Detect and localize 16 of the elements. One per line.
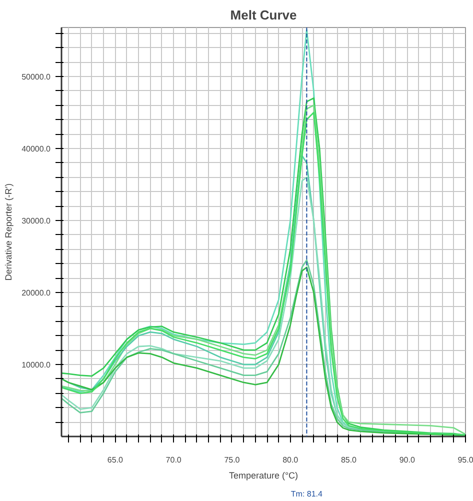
chart-title: Melt Curve (230, 8, 297, 22)
x-axis-title: Temperature (°C) (228, 470, 298, 480)
x-tick-label: 95.0 (458, 456, 473, 464)
y-tick-label: 30000.0 (22, 216, 52, 226)
x-tick-label: 75.0 (224, 456, 240, 464)
x-tick-label: 80.0 (282, 456, 299, 464)
y-tick-label: 10000.0 (22, 360, 52, 370)
x-tick-label: 65.0 (107, 456, 124, 464)
ref-line-label: Tm: 81.4 (290, 490, 324, 498)
x-tick-label: 85.0 (340, 456, 358, 464)
y-tick-label: 20000.0 (22, 288, 52, 298)
x-tick-label: 70.0 (166, 456, 182, 464)
y-tick-label: 50000.0 (22, 72, 52, 82)
y-axis-title: Derivative Reporter (-R') (4, 183, 14, 281)
y-tick-label: 40000.0 (22, 144, 52, 154)
x-tick-label: 90.0 (399, 456, 416, 464)
